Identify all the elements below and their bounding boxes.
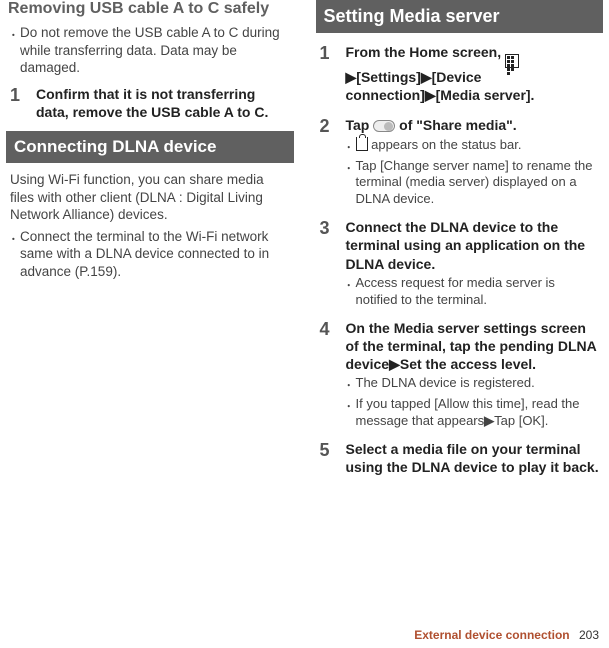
- bullet-dot: ･: [346, 375, 356, 394]
- sub-bullet: ･ Access request for media server is not…: [346, 275, 600, 309]
- step-title: Confirm that it is not transferring data…: [36, 85, 290, 121]
- step-item: 5 Select a media file on your terminal u…: [316, 438, 604, 486]
- page-container: Removing USB cable A to C safely ･ Do no…: [0, 0, 609, 486]
- step-number: 3: [320, 218, 346, 308]
- bullet-dot: ･: [346, 158, 356, 209]
- footer-section-name: External device connection: [414, 628, 569, 642]
- paragraph: Using Wi-Fi function, you can share medi…: [6, 171, 294, 224]
- step-title: From the Home screen, ▶[Settings]▶[Devic…: [346, 43, 600, 104]
- arrow-icon: ▶: [346, 69, 357, 85]
- step-number: 2: [320, 116, 346, 208]
- bullet-text: The DLNA device is registered.: [356, 375, 535, 394]
- step-number: 4: [320, 319, 346, 430]
- step-number: 1: [10, 85, 36, 123]
- sub-heading-usb: Removing USB cable A to C safely: [6, 0, 294, 18]
- page-footer: External device connection 203: [414, 628, 599, 642]
- right-column: Setting Media server 1 From the Home scr…: [310, 0, 609, 486]
- arrow-icon: ▶: [389, 356, 400, 372]
- sub-bullet: ･ appears on the status bar.: [346, 137, 600, 156]
- sub-bullet: ･ The DLNA device is registered.: [346, 375, 600, 394]
- step-title: Connect the DLNA device to the terminal …: [346, 218, 600, 273]
- step-title: On the Media server settings screen of t…: [346, 319, 600, 374]
- step-item: 3 Connect the DLNA device to the termina…: [316, 216, 604, 316]
- bullet-text: Do not remove the USB cable A to C durin…: [20, 24, 290, 77]
- sub-bullet: ･ If you tapped [Allow this time], read …: [346, 396, 600, 430]
- step-item: 1 Confirm that it is not transferring da…: [6, 83, 294, 131]
- status-bar-icon: [356, 137, 368, 151]
- bullet-text: If you tapped [Allow this time], read th…: [356, 396, 600, 430]
- bullet-text: Connect the terminal to the Wi-Fi networ…: [20, 228, 290, 281]
- bullet-text: Tap [Change server name] to rename the t…: [356, 158, 600, 209]
- bullet-dot: ･: [10, 228, 20, 281]
- step-title: Select a media file on your terminal usi…: [346, 440, 600, 476]
- bullet-item: ･ Do not remove the USB cable A to C dur…: [6, 24, 294, 83]
- bullet-text: Access request for media server is notif…: [356, 275, 600, 309]
- step-number: 5: [320, 440, 346, 478]
- step-item: 1 From the Home screen, ▶[Settings]▶[Dev…: [316, 41, 604, 114]
- footer-page-number: 203: [579, 628, 599, 642]
- bullet-dot: ･: [346, 275, 356, 309]
- sub-bullet: ･ Tap [Change server name] to rename the…: [346, 158, 600, 209]
- step-number: 1: [320, 43, 346, 106]
- left-column: Removing USB cable A to C safely ･ Do no…: [0, 0, 300, 486]
- bullet-dot: ･: [10, 24, 20, 77]
- bullet-dot: ･: [346, 137, 356, 156]
- arrow-icon: ▶: [484, 413, 494, 428]
- apps-grid-icon: [505, 54, 519, 68]
- bullet-text: appears on the status bar.: [356, 137, 522, 156]
- step-title: Tap of "Share media".: [346, 116, 600, 134]
- step-item: 4 On the Media server settings screen of…: [316, 317, 604, 438]
- toggle-switch-icon: [373, 120, 395, 132]
- section-header-dlna: Connecting DLNA device: [6, 131, 294, 163]
- step-item: 2 Tap of "Share media". ･ appears on the…: [316, 114, 604, 216]
- arrow-icon: ▶: [421, 69, 432, 85]
- bullet-item: ･ Connect the terminal to the Wi-Fi netw…: [6, 228, 294, 287]
- section-header-media: Setting Media server: [316, 0, 604, 33]
- arrow-icon: ▶: [425, 87, 436, 103]
- bullet-dot: ･: [346, 396, 356, 430]
